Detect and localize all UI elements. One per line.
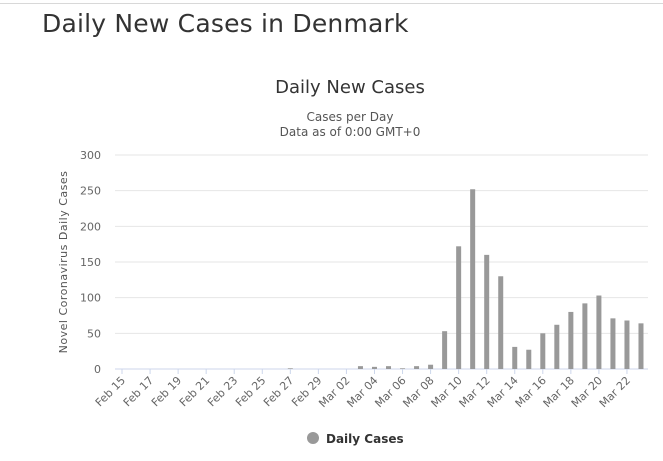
bar[interactable] xyxy=(498,276,504,369)
bar[interactable] xyxy=(400,368,406,369)
bar[interactable] xyxy=(526,349,532,369)
x-tick-label: Feb 15 xyxy=(93,374,128,409)
bar[interactable] xyxy=(442,331,448,369)
bar[interactable] xyxy=(287,368,293,369)
x-tick-label: Feb 17 xyxy=(121,374,156,409)
bar[interactable] xyxy=(638,323,644,369)
bar[interactable] xyxy=(414,366,420,369)
chart-subtitle-line-2: Data as of 0:00 GMT+0 xyxy=(280,125,421,139)
bar[interactable] xyxy=(624,320,630,369)
chart-title: Daily New Cases xyxy=(275,77,425,98)
chart-subtitle-line-1: Cases per Day xyxy=(307,110,394,124)
bar[interactable] xyxy=(470,189,476,369)
bar[interactable] xyxy=(386,366,392,369)
bar[interactable] xyxy=(540,333,546,369)
x-tick-label: Feb 23 xyxy=(205,374,240,409)
legend[interactable]: Daily Cases xyxy=(307,432,404,446)
bar[interactable] xyxy=(484,254,490,369)
y-axis-title: Novel Coronavirus Daily Cases xyxy=(57,171,70,354)
legend-swatch xyxy=(307,432,319,444)
bar[interactable] xyxy=(568,311,574,369)
y-tick-label: 50 xyxy=(87,327,101,340)
x-tick-label: Feb 19 xyxy=(149,374,184,409)
x-tick-label: Feb 21 xyxy=(177,374,212,409)
legend-label-daily-cases: Daily Cases xyxy=(326,432,404,446)
y-tick-label: 300 xyxy=(80,149,101,162)
y-tick-label: 0 xyxy=(94,363,101,376)
y-tick-label: 200 xyxy=(80,220,101,233)
bar[interactable] xyxy=(357,366,363,369)
x-tick-label: Feb 27 xyxy=(261,374,296,409)
page-title: Daily New Cases in Denmark xyxy=(42,9,409,38)
x-tick-label: Feb 25 xyxy=(233,374,268,409)
x-tick-label: Mar 22 xyxy=(597,374,633,410)
y-tick-label: 250 xyxy=(80,185,101,198)
bar[interactable] xyxy=(582,303,588,369)
top-divider xyxy=(0,3,663,4)
bar[interactable] xyxy=(554,324,560,369)
bar[interactable] xyxy=(512,346,518,369)
bar[interactable] xyxy=(596,295,602,369)
bar[interactable] xyxy=(428,364,434,369)
y-tick-label: 100 xyxy=(80,292,101,305)
y-tick-label: 150 xyxy=(80,256,101,269)
bar[interactable] xyxy=(456,246,462,369)
bar[interactable] xyxy=(371,366,377,369)
bar[interactable] xyxy=(610,318,616,369)
